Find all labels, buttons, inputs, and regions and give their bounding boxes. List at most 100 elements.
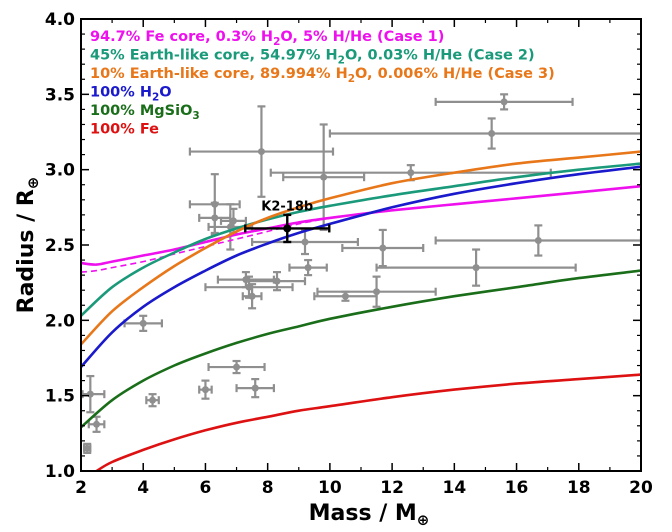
data-point-marker bbox=[534, 236, 542, 244]
data-point-2 bbox=[87, 415, 106, 433]
data-point-26 bbox=[434, 93, 574, 111]
data-point-1 bbox=[81, 374, 106, 414]
legend-entry-text: 10% Earth-like core, 89.994% H bbox=[90, 66, 348, 82]
legend-entry-4: 100% MgSiO3 bbox=[90, 103, 200, 122]
data-point-10 bbox=[207, 359, 266, 375]
model-curve-5 bbox=[95, 373, 641, 471]
legend-entry-1: 45% Earth-like core, 54.97% H2O, 0.03% H… bbox=[90, 48, 535, 67]
legend-entry-3: 100% H2O bbox=[90, 85, 172, 104]
data-point-15 bbox=[188, 105, 335, 198]
legend-entry-text: 45% Earth-like core, 54.97% H bbox=[90, 48, 338, 64]
legend: 94.7% Fe core, 0.3% H2O, 5% H/He (Case 1… bbox=[90, 29, 555, 138]
k2-18b-layer: K2-18b bbox=[244, 199, 331, 244]
data-point-marker bbox=[373, 288, 381, 296]
data-point-marker bbox=[248, 292, 256, 300]
data-point-marker bbox=[379, 244, 387, 252]
data-point-marker bbox=[242, 276, 250, 284]
y-tick-label: 3.5 bbox=[45, 85, 75, 105]
data-point-14 bbox=[235, 377, 275, 399]
data-point-22 bbox=[341, 228, 425, 268]
legend-entry-text-rest: O, 5% H/He (Case 1) bbox=[280, 29, 444, 45]
legend-entry-text: 94.7% Fe core, 0.3% H bbox=[90, 29, 273, 45]
x-tick-label: 2 bbox=[75, 478, 87, 498]
data-point-marker bbox=[251, 384, 259, 392]
x-tick-label: 18 bbox=[567, 478, 591, 498]
data-point-marker bbox=[304, 264, 312, 272]
x-tick-label: 20 bbox=[629, 478, 653, 498]
data-point-18 bbox=[288, 258, 328, 277]
data-point-marker bbox=[273, 277, 281, 285]
model-curve-2 bbox=[81, 150, 641, 346]
y-tick-label: 4.0 bbox=[45, 10, 75, 30]
y-tick-label: 2.0 bbox=[45, 311, 75, 331]
x-tick-label: 12 bbox=[380, 478, 404, 498]
model-curve-3 bbox=[81, 165, 641, 368]
data-point-marker bbox=[233, 363, 241, 371]
x-tick-label: 14 bbox=[442, 478, 466, 498]
data-point-marker bbox=[407, 169, 415, 177]
model-curve-case-1-dashed bbox=[81, 217, 331, 273]
data-point-marker bbox=[245, 283, 253, 291]
x-tick-label: 10 bbox=[318, 478, 342, 498]
legend-entry-subscript: 2 bbox=[273, 36, 280, 48]
y-axis-label-main: Radius / R bbox=[14, 189, 39, 313]
x-axis-label-subscript: ⊕ bbox=[417, 511, 430, 529]
x-axis-label-main: Mass / M bbox=[309, 501, 417, 526]
data-point-13 bbox=[241, 283, 263, 310]
data-point-marker bbox=[320, 173, 328, 181]
x-axis-label: Mass / M⊕ bbox=[309, 501, 430, 529]
data-point-27 bbox=[434, 224, 641, 257]
data-point-marker bbox=[341, 292, 349, 300]
data-point-21 bbox=[316, 275, 437, 308]
data-point-16 bbox=[247, 271, 307, 292]
data-point-marker bbox=[229, 217, 237, 225]
legend-entry-text-rest: O bbox=[159, 85, 171, 101]
axis-ticks-layer: 2 4 6 8 10 12 14 16 18 20 1.0 1.5 2.0 2.5 3.0 3.5 4.0 bbox=[45, 10, 653, 498]
data-point-marker bbox=[472, 264, 480, 272]
data-point-marker bbox=[149, 396, 157, 404]
y-tick-label: 1.5 bbox=[45, 387, 75, 407]
legend-entry-text: 100% Fe bbox=[90, 122, 159, 138]
y-tick-label: 2.5 bbox=[45, 236, 75, 256]
legend-entry-2: 10% Earth-like core, 89.994% H2O, 0.006%… bbox=[90, 66, 555, 85]
legend-entry-subscript: 2 bbox=[348, 73, 355, 85]
data-point-19 bbox=[282, 123, 366, 232]
data-point-marker bbox=[86, 390, 94, 398]
data-point-3 bbox=[123, 314, 163, 332]
legend-entry-text-rest: O, 0.006% H/He (Case 3) bbox=[355, 66, 555, 82]
legend-entry-text: 100% H bbox=[90, 85, 152, 101]
model-curve-4 bbox=[81, 269, 641, 429]
legend-entry-subscript: 2 bbox=[152, 92, 159, 104]
data-point-marker bbox=[93, 420, 101, 428]
y-tick-label: 1.0 bbox=[45, 462, 75, 482]
data-point-marker bbox=[488, 130, 496, 138]
data-point-0 bbox=[83, 442, 92, 455]
data-point-4 bbox=[145, 393, 160, 408]
k2-18b-marker bbox=[283, 224, 292, 233]
legend-entry-5: 100% Fe bbox=[90, 122, 159, 138]
data-point-marker bbox=[211, 214, 219, 222]
legend-entry-text-rest: O, 0.03% H/He (Case 2) bbox=[345, 48, 535, 64]
k2-18b-label: K2-18b bbox=[261, 199, 313, 214]
y-axis-label: Radius / R⊕ bbox=[14, 177, 42, 314]
data-point-marker bbox=[83, 444, 91, 452]
x-tick-label: 6 bbox=[200, 478, 212, 498]
data-point-marker bbox=[301, 238, 309, 246]
x-tick-label: 4 bbox=[137, 478, 149, 498]
y-axis-label-subscript: ⊕ bbox=[24, 177, 42, 190]
data-point-marker bbox=[500, 98, 508, 106]
legend-entry-subscript: 2 bbox=[338, 55, 345, 67]
legend-entry-subscript: 3 bbox=[192, 110, 199, 122]
data-point-marker bbox=[201, 386, 209, 394]
legend-entry-text: 100% MgSiO bbox=[90, 103, 192, 119]
plot-frame bbox=[80, 18, 642, 472]
data-point-marker bbox=[257, 148, 265, 156]
legend-entry-0: 94.7% Fe core, 0.3% H2O, 5% H/He (Case 1… bbox=[90, 29, 444, 48]
model-curve-1 bbox=[81, 162, 641, 317]
data-point-24 bbox=[375, 248, 577, 287]
y-tick-label: 3.0 bbox=[45, 161, 75, 181]
data-point-5 bbox=[198, 379, 213, 400]
data-point-marker bbox=[139, 319, 147, 327]
